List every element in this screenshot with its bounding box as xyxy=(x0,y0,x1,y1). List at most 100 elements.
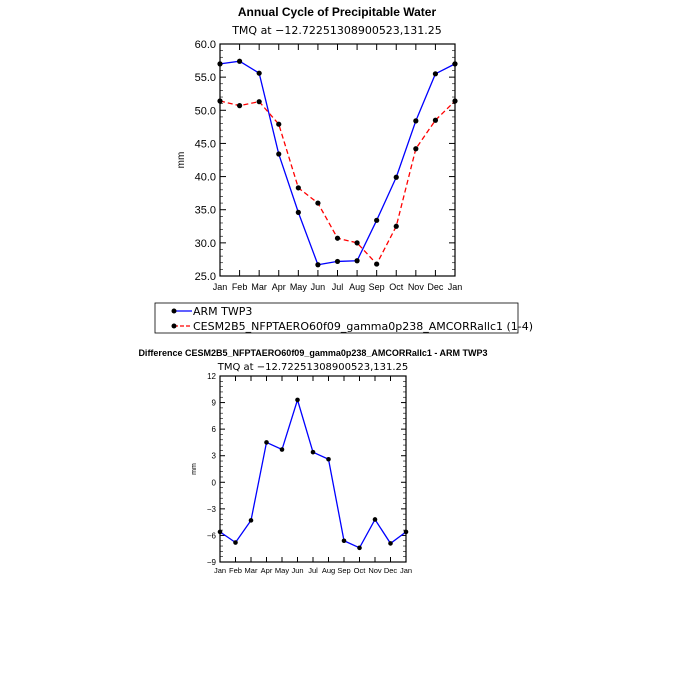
x-tick-label: Aug xyxy=(322,566,335,575)
data-point xyxy=(315,262,321,268)
x-tick-label: Dec xyxy=(427,282,444,292)
x-tick-label: Oct xyxy=(389,282,404,292)
x-tick-label: Jul xyxy=(308,566,318,575)
data-point xyxy=(334,235,341,241)
x-tick-label: Apr xyxy=(261,566,273,575)
diff-chart-title: Difference CESM2B5_NFPTAERO60f09_gamma0p… xyxy=(138,348,487,358)
x-tick-label: Jul xyxy=(332,282,344,292)
data-point xyxy=(452,61,458,67)
x-tick-label: Oct xyxy=(354,566,367,575)
data-point xyxy=(393,174,399,180)
data-point xyxy=(452,98,458,104)
chart-title: Annual Cycle of Precipitable Water xyxy=(238,5,437,19)
y-tick-label: −3 xyxy=(207,505,217,514)
data-point xyxy=(256,70,262,76)
legend-marker-arm xyxy=(171,308,177,314)
legend-box xyxy=(154,302,519,334)
legend-marker-model xyxy=(171,323,177,329)
y-tick-label: 50.0 xyxy=(195,105,216,117)
data-point xyxy=(233,540,238,545)
series-line-0 xyxy=(219,397,407,549)
y-tick-label: 60.0 xyxy=(195,39,216,51)
y-tick-label: 45.0 xyxy=(195,138,216,150)
data-point xyxy=(217,61,223,67)
y-tick-label: 25.0 xyxy=(195,271,216,283)
data-point xyxy=(413,146,419,152)
x-tick-label: Dec xyxy=(384,566,398,575)
y-tick-label: 35.0 xyxy=(195,205,216,217)
x-tick-label: Nov xyxy=(368,566,382,575)
x-tick-label: Feb xyxy=(229,566,242,575)
y-tick-label: 30.0 xyxy=(195,238,216,250)
x-tick-label: Mar xyxy=(251,282,267,292)
data-point xyxy=(217,529,223,535)
y-tick-label: −9 xyxy=(207,558,217,567)
diff-chart-subtitle: TMQ at −12.72251308900523,131.25 xyxy=(217,362,409,373)
y-tick-label: 9 xyxy=(212,399,217,408)
legend-label-model: CESM2B5_NFPTAERO60f09_gamma0p238_AMCORRa… xyxy=(193,320,533,333)
y-tick-label: 12 xyxy=(207,372,216,381)
y-tick-label: 40.0 xyxy=(195,172,216,184)
data-point xyxy=(413,118,419,124)
data-point xyxy=(432,71,439,77)
data-point xyxy=(354,258,360,264)
data-point xyxy=(315,200,321,206)
data-point xyxy=(295,397,300,403)
y-tick-label: 6 xyxy=(212,425,217,434)
x-tick-label: Jan xyxy=(448,282,463,292)
y-tick-label: 0 xyxy=(212,478,217,487)
plot-frame xyxy=(219,375,407,563)
data-point xyxy=(217,98,223,104)
x-tick-label: Mar xyxy=(245,566,258,575)
y-tick-label: −6 xyxy=(207,531,217,540)
x-tick-label: Jan xyxy=(214,566,226,575)
chart-subtitle: TMQ at −12.72251308900523,131.25 xyxy=(231,24,442,37)
data-point xyxy=(279,447,285,452)
data-point xyxy=(276,151,282,157)
legend-label-arm: ARM TWP3 xyxy=(193,305,252,318)
data-point xyxy=(295,185,301,191)
x-tick-label: Sep xyxy=(337,566,350,575)
x-tick-label: Feb xyxy=(232,282,248,292)
x-tick-label: Sep xyxy=(369,282,385,292)
data-point xyxy=(236,58,243,64)
data-point xyxy=(236,103,243,109)
x-tick-label: Jun xyxy=(311,282,326,292)
data-point xyxy=(403,529,409,535)
data-point xyxy=(357,545,362,551)
legend: ARM TWP3 CESM2B5_NFPTAERO60f09_gamma0p23… xyxy=(154,302,533,334)
series-line-0 xyxy=(219,60,456,266)
data-point xyxy=(264,440,269,445)
x-tick-label: May xyxy=(275,566,289,575)
data-point xyxy=(374,261,380,267)
data-point xyxy=(372,517,378,522)
data-point xyxy=(334,258,341,265)
data-point xyxy=(276,121,282,127)
x-tick-label: Jan xyxy=(213,282,228,292)
x-tick-label: Jan xyxy=(400,566,412,575)
data-point xyxy=(388,541,393,546)
data-point xyxy=(295,209,301,215)
top-plot: Jan Feb Mar Apr May Jun Jul Aug Sep Oct Nov Dec Jan2… xyxy=(195,39,463,292)
diff-plot: Jan Feb Mar Apr May Jun Jul Aug Sep Oct Nov Dec Jan−… xyxy=(207,372,412,575)
x-tick-label: Aug xyxy=(349,282,365,292)
data-point xyxy=(256,99,262,105)
data-point xyxy=(310,449,316,455)
x-tick-label: Apr xyxy=(272,282,286,292)
data-point xyxy=(326,456,331,462)
data-point xyxy=(374,217,380,223)
data-point xyxy=(248,518,254,523)
x-tick-label: May xyxy=(290,282,308,292)
y-axis-label: mm xyxy=(176,152,187,169)
data-point xyxy=(432,117,439,123)
data-point xyxy=(393,223,399,229)
diff-y-axis-label: mm xyxy=(191,463,198,475)
y-tick-label: 55.0 xyxy=(195,72,216,84)
y-tick-label: 3 xyxy=(212,452,217,461)
plot-frame xyxy=(219,43,456,277)
data-point xyxy=(341,538,347,544)
x-tick-label: Jun xyxy=(291,566,303,575)
data-point xyxy=(354,240,360,246)
x-tick-label: Nov xyxy=(408,282,425,292)
